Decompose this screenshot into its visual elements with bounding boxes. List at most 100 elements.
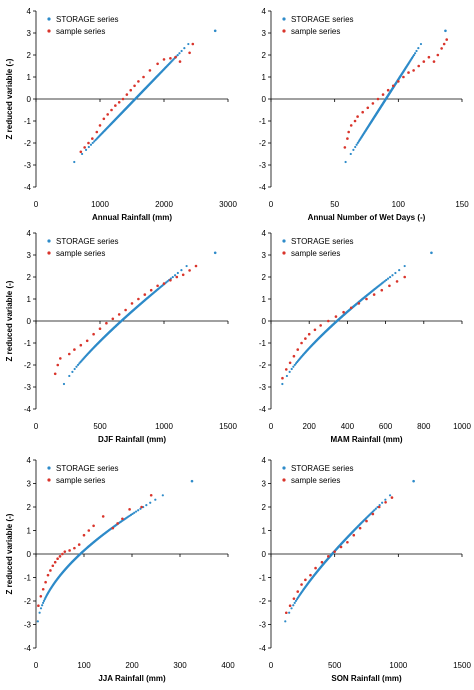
sample-point — [281, 376, 284, 380]
storage-point — [415, 49, 418, 53]
sample-point — [313, 328, 317, 332]
sample-point — [162, 282, 166, 285]
x-tick-label: 3000 — [219, 200, 237, 209]
storage-point — [292, 365, 295, 368]
sample-point — [169, 279, 172, 282]
sample-point — [149, 493, 153, 497]
sample-point — [403, 275, 407, 279]
sample-point — [191, 42, 195, 46]
x-tick-label: 50 — [330, 200, 339, 209]
sample-point — [377, 505, 381, 509]
legend-label-storage: STORAGE series — [291, 237, 354, 246]
storage-point — [288, 611, 291, 614]
sample-point — [67, 352, 71, 356]
sample-point — [140, 505, 143, 509]
sample-point — [381, 93, 385, 96]
y-tick-label: 2 — [262, 51, 267, 60]
sample-point — [101, 515, 105, 518]
legend-marker-storage — [282, 239, 286, 243]
storage-point — [39, 607, 43, 610]
sample-point — [422, 60, 426, 63]
sample-point — [386, 88, 390, 92]
sample-point — [284, 368, 288, 371]
storage-point — [386, 277, 390, 280]
sample-point — [407, 71, 410, 74]
y-tick-label: -1 — [24, 339, 32, 348]
y-tick-label: 3 — [27, 480, 32, 489]
storage-point — [149, 501, 152, 504]
sample-point — [390, 496, 394, 499]
sample-point — [395, 280, 399, 283]
storage-point — [180, 269, 183, 272]
y-tick-label: 3 — [262, 251, 267, 260]
storage-point — [73, 160, 76, 164]
y-tick-label: 3 — [262, 29, 267, 38]
sample-point — [121, 517, 124, 521]
storage-point — [71, 370, 74, 373]
x-tick-label: 1500 — [453, 661, 471, 670]
storage-point — [349, 152, 352, 156]
sample-point — [175, 275, 179, 279]
sample-point — [346, 137, 349, 140]
sample-point — [56, 363, 60, 367]
legend-marker-sample — [282, 478, 286, 482]
legend-label-storage: STORAGE series — [56, 464, 119, 473]
y-tick-label: -3 — [24, 161, 32, 170]
y-tick-label: -3 — [259, 161, 267, 170]
x-tick-label: 0 — [34, 200, 39, 209]
legend-label-sample: sample series — [291, 27, 340, 36]
storage-point — [371, 510, 375, 513]
x-tick-label: 200 — [303, 422, 317, 431]
sample-point — [342, 310, 345, 314]
y-tick-label: -3 — [24, 383, 32, 392]
sample-point — [319, 324, 322, 327]
storage-point — [213, 29, 217, 33]
sample-point — [309, 573, 312, 577]
sample-point — [156, 284, 159, 288]
sample-point — [111, 526, 115, 530]
sample-point — [129, 88, 133, 92]
legend-label-sample: sample series — [291, 476, 340, 485]
y-tick-label: 4 — [27, 456, 32, 465]
storage-point — [294, 599, 298, 603]
sample-point — [361, 110, 364, 114]
y-tick-label: 0 — [262, 550, 267, 559]
sample-point — [124, 308, 127, 312]
storage-point — [378, 504, 381, 507]
sample-point — [95, 130, 99, 134]
sample-point — [320, 560, 324, 564]
y-tick-label: 2 — [27, 51, 32, 60]
sample-point — [116, 522, 119, 525]
x-tick-label: 100 — [392, 200, 406, 209]
storage-point — [388, 494, 392, 497]
sample-point — [349, 306, 353, 310]
storage-point — [91, 141, 94, 145]
sample-point — [174, 55, 177, 59]
sample-point — [79, 343, 83, 347]
y-tick-label: -2 — [24, 597, 32, 606]
x-tick-label: 0 — [269, 200, 274, 209]
storage-point — [68, 374, 71, 378]
sample-point — [111, 317, 115, 321]
sample-point — [130, 302, 134, 305]
storage-point — [131, 512, 134, 515]
sample-point — [106, 113, 109, 116]
y-tick-label: 1 — [27, 527, 32, 536]
storage-point — [284, 620, 287, 623]
storage-point — [352, 148, 355, 151]
sample-point — [327, 555, 330, 558]
x-tick-label: 1000 — [155, 422, 173, 431]
y-tick-label: 2 — [262, 273, 267, 282]
storage-point — [89, 143, 93, 146]
sample-point — [397, 80, 400, 83]
storage-point — [62, 382, 66, 386]
sample-point — [58, 555, 62, 558]
storage-point — [419, 42, 423, 46]
storage-point — [394, 271, 397, 275]
sample-point — [98, 327, 102, 331]
sample-point — [436, 53, 440, 57]
y-axis-label: Z reduced variable (-) — [5, 280, 14, 361]
y-tick-label: 1 — [27, 73, 32, 82]
x-axis-label: Annual Number of Wet Days (-) — [308, 213, 426, 222]
